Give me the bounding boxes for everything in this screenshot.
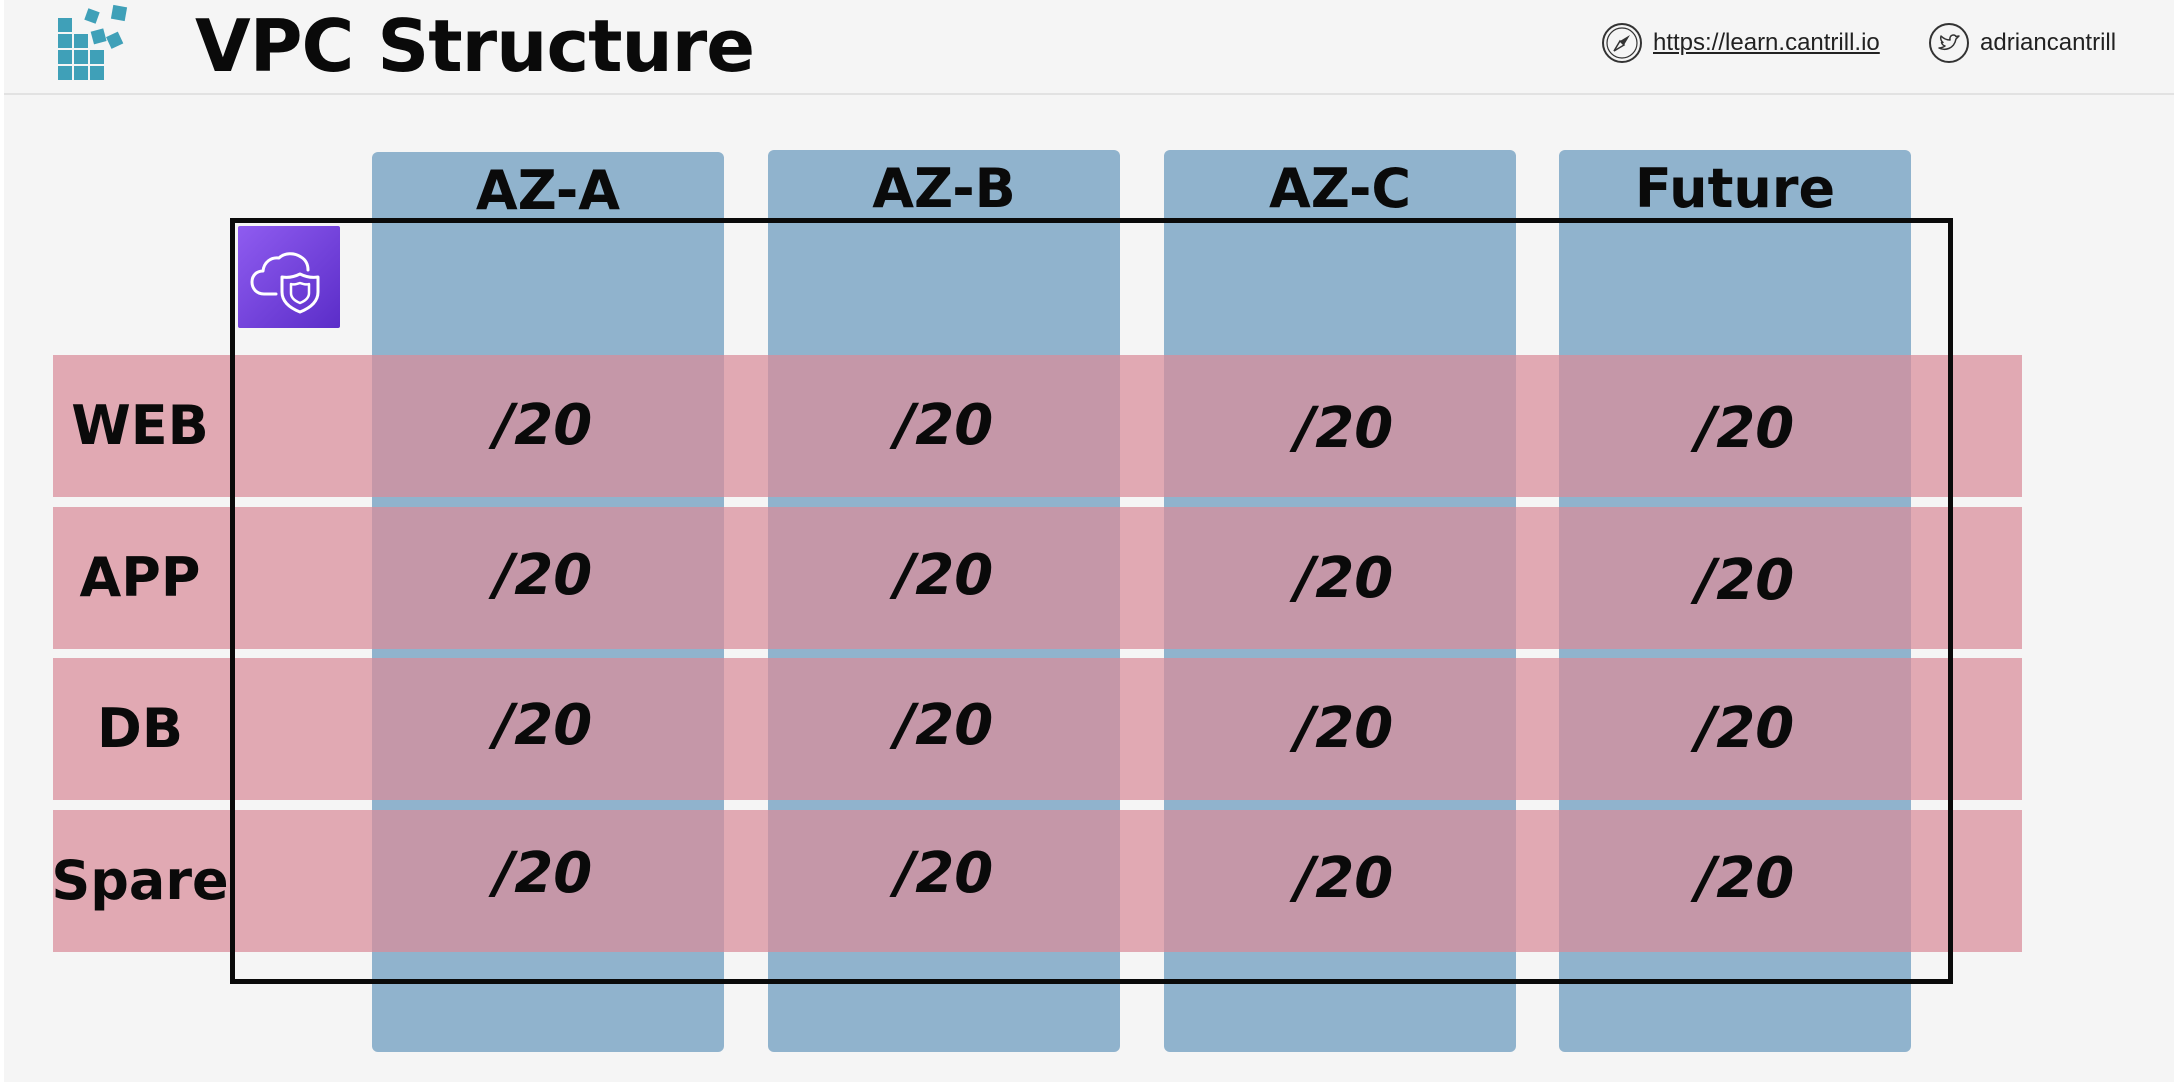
vpc-cloud-shield-icon [238, 226, 340, 328]
az-label-a: AZ-A [475, 159, 621, 222]
subnet-cell-spare-az-a: /20 [493, 841, 593, 906]
header-divider [4, 93, 2174, 95]
tier-label-db: DB [97, 697, 183, 760]
subnet-cell-web-future: /20 [1695, 396, 1795, 461]
tier-label-spare: Spare [51, 849, 229, 912]
tier-row-app [53, 507, 2022, 649]
tier-row-web [53, 355, 2022, 497]
subnet-cell-app-az-b: /20 [894, 543, 994, 608]
az-label-c: AZ-C [1268, 157, 1412, 220]
tier-label-web: WEB [71, 394, 209, 457]
site-link-text[interactable]: https://learn.cantrill.io [1653, 29, 1880, 56]
az-label-future: Future [1634, 157, 1836, 220]
subnet-cell-spare-az-b: /20 [894, 841, 994, 906]
twitter-icon [1928, 22, 1970, 64]
subnet-cell-web-az-b: /20 [894, 393, 994, 458]
subnet-cell-web-az-a: /20 [493, 393, 593, 458]
tier-label-app: APP [79, 546, 201, 609]
tier-row-spare [53, 810, 2022, 952]
subnet-cell-db-az-c: /20 [1294, 696, 1394, 761]
subnet-cell-db-az-a: /20 [493, 693, 593, 758]
az-label-b: AZ-B [872, 157, 1016, 220]
vpc-boundary [230, 218, 1953, 984]
page-title: VPC Structure [195, 4, 755, 88]
subnet-cell-app-future: /20 [1695, 548, 1795, 613]
social-handle-text: adriancantrill [1980, 29, 2117, 56]
subnet-cell-spare-future: /20 [1695, 846, 1795, 911]
compass-icon [1601, 22, 1643, 64]
subnet-cell-web-az-c: /20 [1294, 396, 1394, 461]
subnet-cell-db-future: /20 [1695, 696, 1795, 761]
blocks-logo-icon [56, 4, 136, 82]
social-handle[interactable]: adriancantrill [1928, 20, 2116, 66]
subnet-cell-app-az-a: /20 [493, 543, 593, 608]
subnet-cell-db-az-b: /20 [894, 693, 994, 758]
subnet-cell-app-az-c: /20 [1294, 546, 1394, 611]
subnet-cell-spare-az-c: /20 [1294, 846, 1394, 911]
tier-row-db [53, 658, 2022, 800]
site-link[interactable]: https://learn.cantrill.io [1601, 20, 1880, 66]
